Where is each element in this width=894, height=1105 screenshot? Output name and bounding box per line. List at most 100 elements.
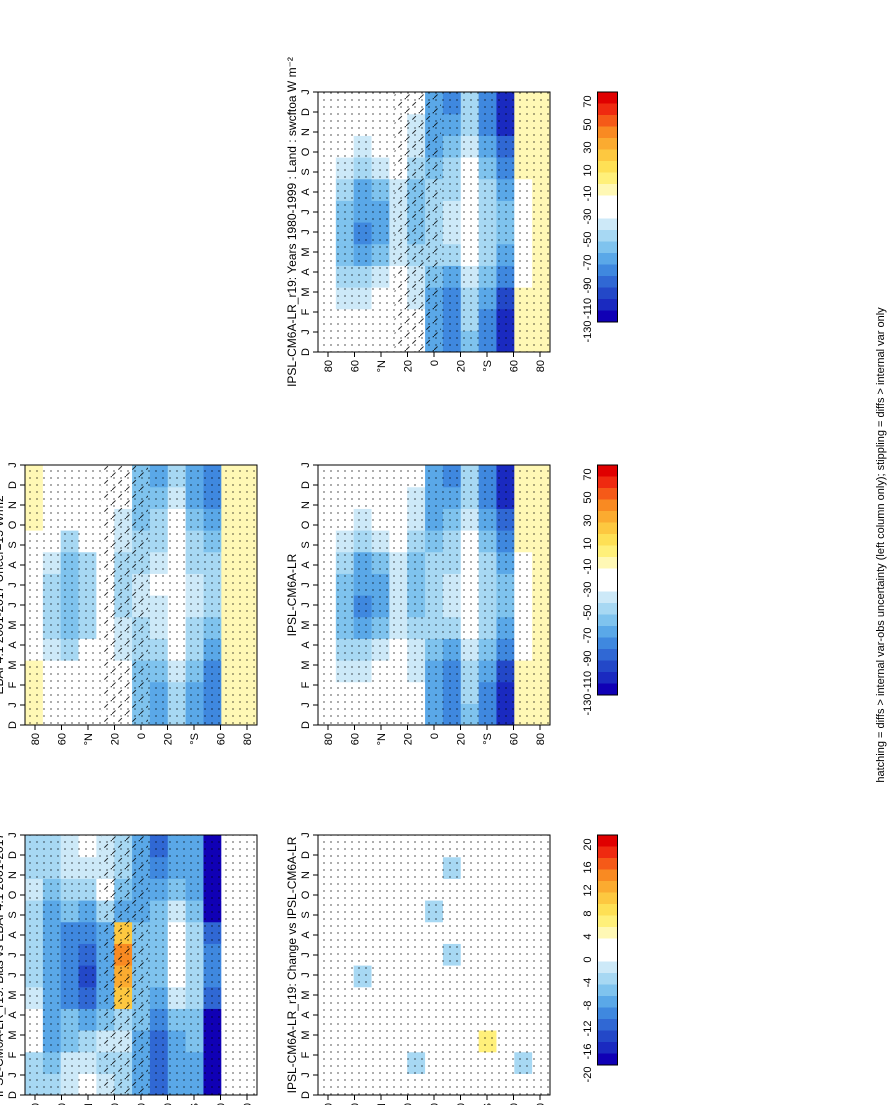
colorbar-swatch xyxy=(597,207,618,219)
y-tick-label: 80 xyxy=(30,1103,42,1105)
x-tick-label: N xyxy=(300,128,312,136)
y-tick-label: °N xyxy=(376,733,388,745)
y-tick-label: °S xyxy=(482,360,494,372)
colorbar-frame xyxy=(597,834,618,1066)
x-tick-label: O xyxy=(300,147,312,156)
x-tick-label: J xyxy=(300,209,312,215)
colorbar-swatch xyxy=(597,126,618,139)
colorbar-label: -110 xyxy=(582,671,594,692)
panel-title: IPSL-CM6A-LR xyxy=(285,553,299,636)
y-tick-label: 80 xyxy=(535,360,547,372)
colorbar-swatch xyxy=(597,637,618,650)
x-tick-label: O xyxy=(300,520,312,529)
colorbar-label: -4 xyxy=(582,978,594,988)
x-tick-label: M xyxy=(7,1030,19,1039)
y-tick-label: 0 xyxy=(429,733,441,739)
heatmap-cells xyxy=(318,465,550,725)
x-tick-label: D xyxy=(7,481,19,489)
colorbar-swatch xyxy=(597,973,618,985)
x-tick-label: J xyxy=(7,582,19,588)
y-tick-label: 0 xyxy=(136,1103,148,1105)
x-tick-label: N xyxy=(300,871,312,879)
colorbar-swatch xyxy=(597,984,618,997)
y-tick-label: 80 xyxy=(535,1103,547,1105)
colorbar-label: -10 xyxy=(582,559,594,575)
colorbar-label: -90 xyxy=(582,651,594,667)
colorbar-swatch xyxy=(597,846,618,859)
x-tick-label: M xyxy=(7,660,19,669)
y-tick-label: °N xyxy=(83,733,95,745)
colorbar-swatch xyxy=(597,299,618,311)
colorbar-swatch xyxy=(597,881,618,893)
colorbar-swatch xyxy=(597,626,618,638)
x-tick-label: J xyxy=(300,832,312,838)
colorbar-label: -20 xyxy=(582,1067,594,1083)
y-tick-label: 80 xyxy=(242,1103,254,1105)
x-tick-label: A xyxy=(300,931,312,939)
x-tick-label: A xyxy=(7,1011,19,1019)
colorbar-label: -8 xyxy=(582,1001,594,1011)
x-tick-label: D xyxy=(300,108,312,116)
colorbar-swatch xyxy=(597,287,618,300)
x-tick-label: J xyxy=(7,702,19,708)
colorbar-label: 30 xyxy=(582,141,594,153)
x-tick-label: F xyxy=(7,1051,19,1058)
colorbar-swatch xyxy=(597,938,618,951)
heatmap-cells xyxy=(318,92,550,352)
y-tick-label: 60 xyxy=(216,1103,228,1105)
x-tick-label: N xyxy=(7,501,19,509)
y-tick-label: 60 xyxy=(509,1103,521,1105)
colorbar-swatch xyxy=(597,996,618,1008)
y-tick-label: 60 xyxy=(509,733,521,745)
colorbar-label: 10 xyxy=(582,537,594,549)
colorbar-swatch xyxy=(597,1042,618,1054)
colorbar-swatch xyxy=(597,557,618,569)
colorbar-swatch xyxy=(597,869,618,882)
y-tick-label: 80 xyxy=(323,733,335,745)
x-tick-label: N xyxy=(300,501,312,509)
x-tick-label: J xyxy=(300,89,312,95)
colorbar-label: -50 xyxy=(582,232,594,248)
colorbar-swatch xyxy=(597,649,618,661)
x-tick-label: A xyxy=(300,641,312,649)
figure-footnote: hatching = diffs > internal var-obs unce… xyxy=(875,307,887,783)
heatmap-cells xyxy=(25,465,257,725)
colorbar-label: -10 xyxy=(582,186,594,202)
x-tick-label: M xyxy=(300,620,312,629)
stippling-overlay xyxy=(318,835,550,1095)
colorbar-swatch xyxy=(597,310,618,323)
colorbar-swatch xyxy=(597,835,618,847)
x-tick-label: J xyxy=(300,1072,312,1078)
x-tick-label: D xyxy=(7,721,19,729)
x-tick-label: A xyxy=(300,1011,312,1019)
x-tick-label: J xyxy=(7,1072,19,1078)
colorbar-swatch xyxy=(597,545,618,558)
y-tick-label: 20 xyxy=(456,360,468,372)
hatching-overlay xyxy=(394,92,441,352)
colorbar-swatch xyxy=(597,465,618,477)
x-tick-label: J xyxy=(300,952,312,958)
colorbar-label: 12 xyxy=(582,884,594,896)
x-tick-label: J xyxy=(300,602,312,608)
x-tick-label: M xyxy=(300,660,312,669)
x-tick-label: D xyxy=(300,481,312,489)
x-tick-label: J xyxy=(7,972,19,978)
colorbar-label: -130 xyxy=(582,320,594,342)
colorbar-swatch xyxy=(597,915,618,928)
y-tick-label: 20 xyxy=(456,1103,468,1105)
y-tick-label: 60 xyxy=(57,1103,69,1105)
y-tick-label: °S xyxy=(482,733,494,745)
colorbar-label: -30 xyxy=(582,582,594,598)
colorbar: 70 50 30 10 -10 -30 -50 -70 -90 -110-130 xyxy=(582,91,618,343)
colorbar-label: -130 xyxy=(582,693,594,715)
colorbar-swatch xyxy=(597,488,618,500)
colorbar-swatch xyxy=(597,950,618,962)
y-tick-label: 0 xyxy=(429,360,441,366)
x-tick-label: J xyxy=(7,952,19,958)
y-tick-label: °S xyxy=(482,1103,494,1105)
y-tick-label: 60 xyxy=(57,733,69,745)
heatmap-panel: D J F M A M J J A S O N D J 80 60 °N 20 0 20 °S 60 80 IPSL-CM6A… xyxy=(285,462,551,745)
colorbar-label: -110 xyxy=(582,298,594,319)
heatmap-cells xyxy=(25,835,257,1095)
panel-title: EBAF4.1 2001-2017 Uncer=15 W/m2 xyxy=(0,495,6,694)
